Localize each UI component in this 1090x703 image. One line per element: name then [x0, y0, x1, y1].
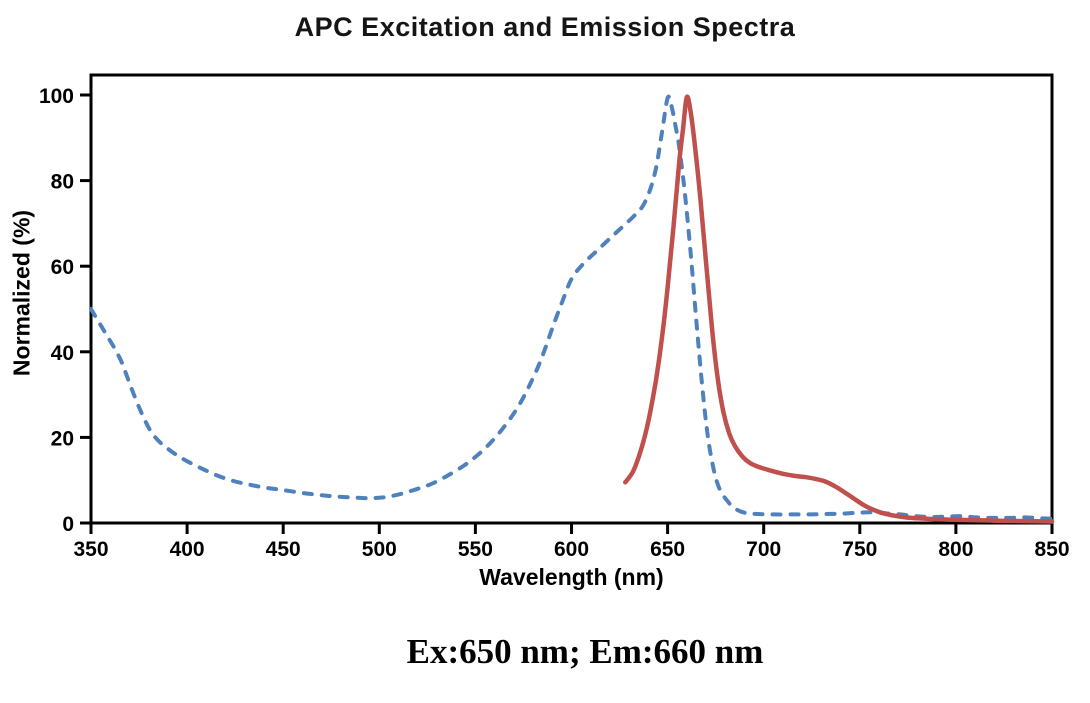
x-tick-label: 500 [362, 538, 397, 561]
figure-caption: Ex:650 nm; Em:660 nm [406, 632, 764, 671]
series-emission-curve [623, 94, 1055, 524]
x-tick-label: 600 [554, 538, 589, 561]
y-tick-label: 60 [51, 256, 74, 279]
x-tick-label: 850 [1034, 538, 1069, 561]
x-tick-label: 550 [458, 538, 493, 561]
chart-title: APC Excitation and Emission Spectra [294, 12, 796, 42]
y-tick-label: 20 [51, 427, 74, 450]
y-tick-label: 100 [39, 85, 74, 108]
x-tick-label: 350 [73, 538, 108, 561]
y-tick-label: 0 [62, 513, 74, 536]
x-axis-label: Wavelength (nm) [479, 564, 664, 590]
x-tick-label: 750 [842, 538, 877, 561]
x-tick-label: 800 [938, 538, 973, 561]
x-tick-label: 400 [170, 538, 205, 561]
x-tick-label: 450 [266, 538, 301, 561]
y-tick-label: 40 [51, 342, 74, 365]
series-excitation-curve [89, 94, 1054, 521]
y-tick-label: 80 [51, 171, 74, 194]
plot-border [89, 73, 1054, 525]
x-tick-label: 700 [746, 538, 781, 561]
x-tick-label: 650 [650, 538, 685, 561]
spectra-plot: 350 400 450 500 550 600 650 700 750 800 850 0 20 40 60… [39, 73, 1070, 561]
